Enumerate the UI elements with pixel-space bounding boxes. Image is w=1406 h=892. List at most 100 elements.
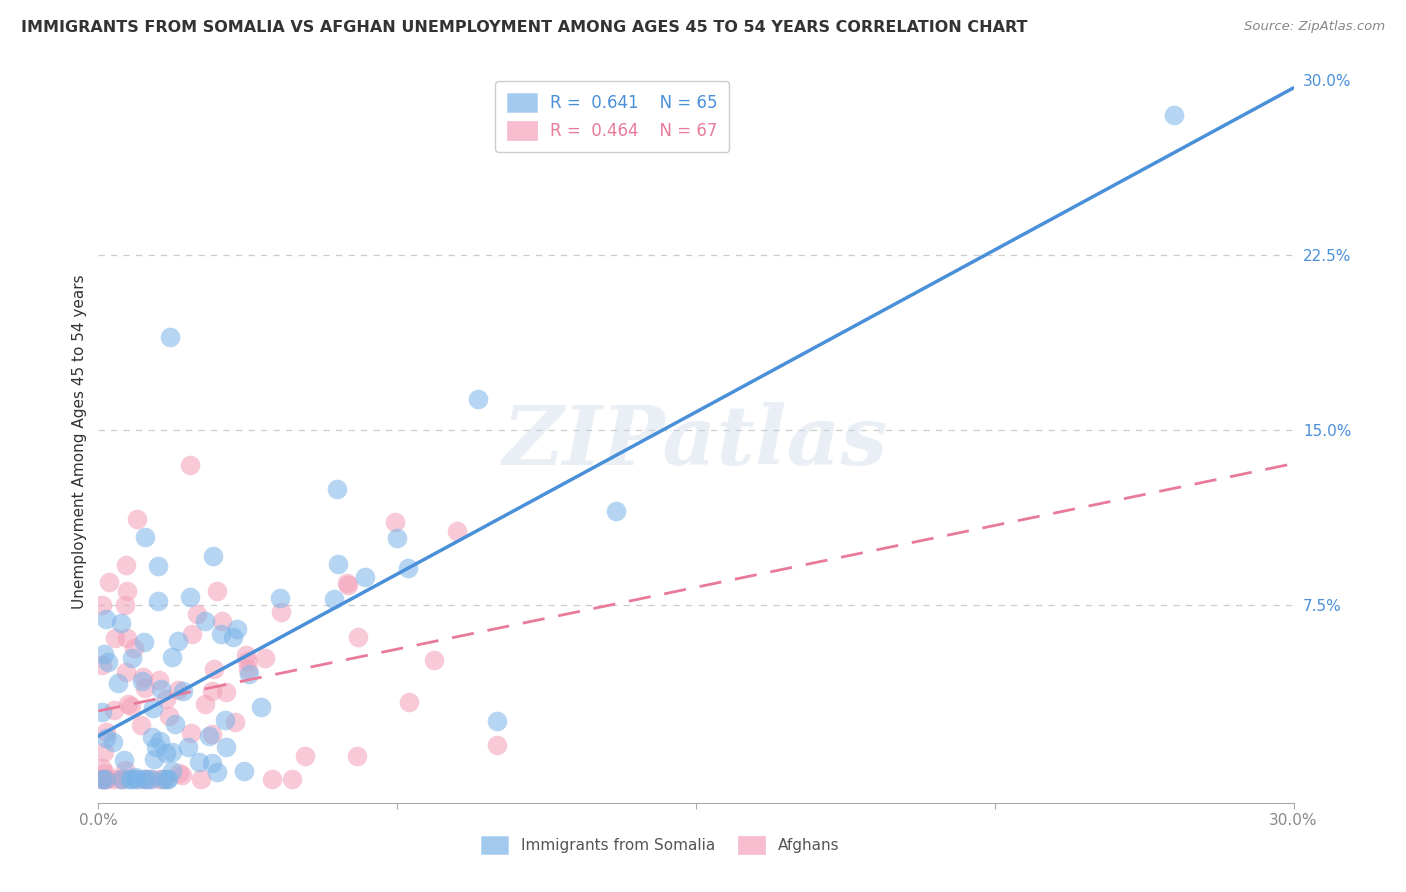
Point <box>233 764 256 778</box>
Point <box>225 622 247 636</box>
Point <box>91 598 114 612</box>
Point <box>93 745 115 759</box>
Point <box>91 761 114 775</box>
Point <box>336 576 359 591</box>
Point <box>235 648 257 663</box>
Point <box>326 558 349 572</box>
Point <box>115 558 138 573</box>
Point <box>129 717 152 731</box>
Point <box>467 392 489 407</box>
Point <box>326 482 349 496</box>
Point <box>194 697 217 711</box>
Point <box>93 648 115 662</box>
Point <box>172 768 194 782</box>
Point <box>254 650 277 665</box>
Point <box>107 676 129 690</box>
Point <box>127 772 149 787</box>
Point <box>165 717 187 731</box>
Point <box>177 740 200 755</box>
Point <box>396 561 419 575</box>
Point <box>94 765 117 780</box>
Point <box>197 729 219 743</box>
Point <box>194 615 217 629</box>
Point <box>211 615 233 629</box>
Point <box>142 701 165 715</box>
Point <box>201 756 224 771</box>
Point <box>115 631 138 645</box>
Point <box>141 772 163 787</box>
Point <box>139 772 162 787</box>
Point <box>101 734 124 748</box>
Point <box>135 772 157 787</box>
Point <box>385 531 408 545</box>
Point <box>149 733 172 747</box>
Y-axis label: Unemployment Among Ages 45 to 54 years: Unemployment Among Ages 45 to 54 years <box>72 274 87 609</box>
Point <box>187 755 209 769</box>
Point <box>91 658 114 673</box>
Point <box>148 594 170 608</box>
Point <box>124 770 146 784</box>
Point <box>115 665 138 679</box>
Point <box>190 772 212 787</box>
Point <box>337 578 360 592</box>
Point <box>156 772 179 787</box>
Point <box>118 772 141 787</box>
Point <box>111 772 134 787</box>
Point <box>249 700 271 714</box>
Point <box>205 765 228 780</box>
Point <box>148 673 170 687</box>
Point <box>120 772 142 787</box>
Point <box>152 772 174 787</box>
Point <box>222 631 245 645</box>
Point <box>110 615 132 630</box>
Point <box>145 739 167 754</box>
Point <box>238 662 260 676</box>
Point <box>134 530 156 544</box>
Point <box>117 697 139 711</box>
Point <box>131 674 153 689</box>
Point <box>159 329 181 343</box>
Point <box>384 515 406 529</box>
Point <box>120 699 142 714</box>
Point <box>215 740 238 755</box>
Point <box>201 727 224 741</box>
Point <box>446 524 468 539</box>
Point <box>166 683 188 698</box>
Point <box>157 708 180 723</box>
Point <box>135 772 157 787</box>
Point <box>91 772 114 787</box>
Point <box>205 583 228 598</box>
Point <box>269 591 291 605</box>
Point <box>91 772 114 787</box>
Point <box>121 651 143 665</box>
Point <box>423 653 446 667</box>
Text: Source: ZipAtlas.com: Source: ZipAtlas.com <box>1244 20 1385 33</box>
Point <box>125 772 148 787</box>
Point <box>111 772 134 787</box>
Point <box>354 570 377 584</box>
Point <box>180 726 202 740</box>
Point <box>179 590 201 604</box>
Point <box>91 772 114 787</box>
Point <box>323 591 346 606</box>
Point <box>238 667 260 681</box>
Point <box>94 772 117 787</box>
Point <box>134 772 156 787</box>
Point <box>485 714 508 729</box>
Point <box>179 458 201 472</box>
Point <box>125 512 148 526</box>
Point <box>181 626 204 640</box>
Point <box>346 630 368 644</box>
Point <box>114 598 136 612</box>
Point <box>211 626 233 640</box>
Point <box>485 738 508 752</box>
Point <box>114 753 136 767</box>
Point <box>108 772 131 787</box>
Point <box>270 605 292 619</box>
Point <box>236 654 259 668</box>
Point <box>142 752 165 766</box>
Point <box>114 764 136 778</box>
Point <box>605 504 627 518</box>
Point <box>215 684 238 698</box>
Point <box>96 725 118 739</box>
